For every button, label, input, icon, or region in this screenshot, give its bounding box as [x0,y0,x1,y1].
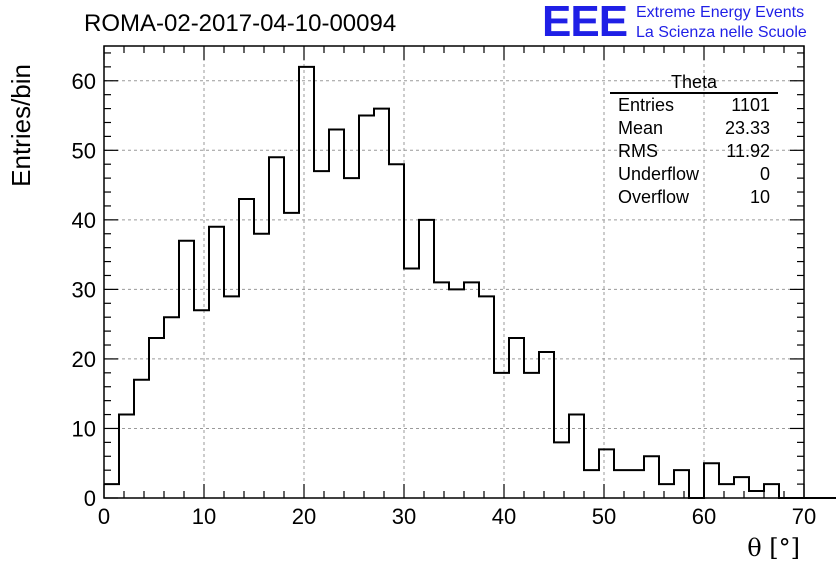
stats-label: Overflow [618,187,690,207]
histogram-bin [194,310,209,498]
histogram-bin [539,352,554,498]
stats-title: Theta [610,72,778,94]
stats-row: Overflow 10 [610,186,778,209]
histogram-bin [179,241,194,498]
y-tick-label: 30 [72,277,96,302]
histogram-outline [104,65,836,499]
histogram-bin [494,373,509,498]
histogram-bin [614,470,629,498]
histogram-bin [719,484,734,498]
histogram-bin [704,463,719,498]
histogram-bin [764,484,779,498]
histogram-bin [299,67,314,498]
y-tick-label: 40 [72,208,96,233]
stats-label: Entries [618,95,675,115]
histogram-bin [419,220,434,498]
histogram-bin [239,199,254,498]
histogram-bin [284,213,299,498]
stats-row: RMS 11.92 [610,140,778,163]
histogram-bin [434,282,449,498]
histogram-bin [584,470,599,498]
axes: 0 10 20 30 40 50 60 70 0 10 20 30 40 50 60 [72,45,816,529]
histogram-bin [269,157,284,498]
logo-tagline-1: Extreme Energy Events [636,4,805,21]
histogram-bin [629,470,644,498]
histogram-bin [119,415,134,498]
histogram-bin [749,491,764,498]
stats-value: 11.92 [726,141,770,161]
x-tick-label: 60 [692,504,716,529]
x-tick-label: 40 [492,504,516,529]
histogram-bin [209,227,224,498]
histogram-bin [389,164,404,498]
stats-label: Underflow [618,164,700,184]
y-tick-label: 10 [72,416,96,441]
histogram-series [104,65,836,499]
histogram-bin [659,484,674,498]
histogram-bin [149,338,164,498]
stats-row: Entries 1101 [610,94,778,117]
histogram-bin [449,289,464,498]
x-tick-label: 70 [792,504,816,529]
plot-frame [103,45,805,499]
stats-label: Mean [618,118,664,138]
stats-value: 1101 [731,95,770,115]
x-tick-label: 0 [98,504,110,529]
histogram-bin [224,296,239,498]
histogram-bin [734,477,749,498]
logo-tagline-2: La Scienza nelle Scuole [636,24,807,41]
x-axis-label: θ [°] [747,534,800,562]
stats-label: RMS [618,141,658,161]
histogram-bin [374,109,389,498]
stats-value: 23.33 [724,118,770,138]
x-tick-label: 20 [292,504,316,529]
stats-rows: Entries 1101 Mean 23.33 RMS 11.92 Underflow 0 Ov… [610,94,778,209]
y-tick-label: 0 [84,486,96,511]
histogram-bin [164,317,179,498]
histogram-bin [599,449,614,498]
stats-value: 10 [749,187,770,207]
histogram-bin [509,338,524,498]
y-tick-label: 50 [72,138,96,163]
x-tick-label: 50 [592,504,616,529]
stats-box: Theta Entries 1101 Mean 23.33 RMS 11.92 Underf… [610,72,778,209]
histogram-bin [569,415,584,498]
y-tick-label: 60 [72,69,96,94]
x-tick-label: 30 [392,504,416,529]
eee-logo: EEE [542,0,628,46]
stats-row: Mean 23.33 [610,117,778,140]
run-title: ROMA-02-2017-04-10-00094 [84,10,397,37]
stats-value: 0 [759,164,770,184]
x-tick-label: 10 [192,504,216,529]
y-tick-label: 20 [72,347,96,372]
histogram-bin [359,116,374,498]
histogram-bin [344,178,359,498]
histogram-bin [524,373,539,498]
histogram-bin [329,129,344,498]
histogram-bin [674,470,689,498]
histogram-bin [554,442,569,498]
histogram-bin [134,380,149,498]
histogram-bin [104,484,119,498]
histogram-bin [404,269,419,498]
histogram-bin [479,296,494,498]
histogram-bin [464,282,479,498]
histogram-bin [254,234,269,498]
histogram-bin [644,456,659,498]
stats-row: Underflow 0 [610,163,778,186]
y-axis-label: Entries/bin [6,64,36,187]
